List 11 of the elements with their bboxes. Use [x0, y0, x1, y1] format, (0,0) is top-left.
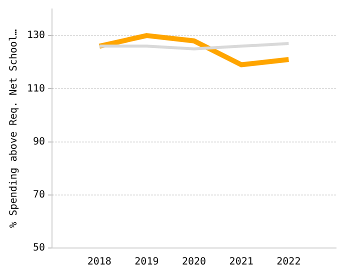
y-tick-label: 130 [27, 30, 46, 42]
y-axis-title: % Spending above Req. Net School… [8, 29, 20, 228]
x-tick-label: 2020 [182, 256, 206, 268]
x-tick-label: 2022 [276, 256, 301, 268]
x-tick-label: 2019 [134, 256, 159, 268]
x-tick-label: 2018 [87, 256, 112, 268]
y-tick-label: 70 [33, 189, 46, 200]
y-tick-label: 50 [33, 242, 46, 254]
y-tick-label: 90 [33, 136, 46, 148]
x-tick-label: 2021 [229, 256, 254, 268]
y-tick-label: 110 [27, 83, 46, 94]
